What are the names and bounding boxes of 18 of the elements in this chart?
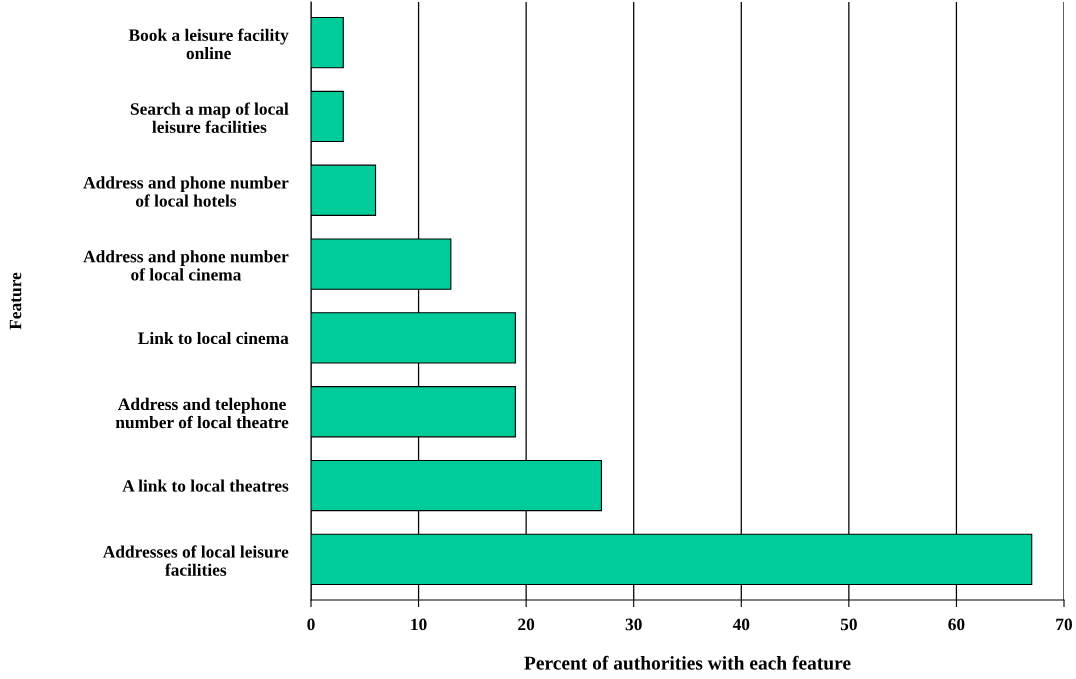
x-tick-label: 60 bbox=[948, 618, 965, 631]
y-tick-label: Addresses of local leisure facilities bbox=[102, 545, 289, 576]
y-tick-label: Search a map of local leisure facilities bbox=[130, 102, 289, 134]
x-tick-label: 20 bbox=[518, 618, 535, 631]
y-tick-label: Book a leisure facility online bbox=[128, 28, 289, 60]
y-tick-label: A link to local theatres bbox=[122, 479, 289, 492]
x-tick-label: 0 bbox=[307, 618, 315, 631]
y-axis-title: Feature bbox=[9, 272, 22, 330]
x-tick-label: 40 bbox=[732, 618, 750, 631]
y-tick-label: Address and telephone number of local theatre bbox=[115, 397, 289, 429]
x-tick-label: 30 bbox=[625, 618, 642, 631]
y-tick-label: Address and phone number of local cinema bbox=[83, 250, 289, 281]
y-tick-label: Link to local cinema bbox=[138, 331, 289, 345]
x-tick-label: 70 bbox=[1056, 618, 1073, 631]
x-tick-label: 10 bbox=[411, 618, 427, 631]
x-axis-title: Percent of authorities with each feature bbox=[524, 655, 851, 670]
x-tick-label: 50 bbox=[840, 618, 857, 631]
y-tick-label: Address and phone number of local hotels bbox=[83, 176, 289, 207]
